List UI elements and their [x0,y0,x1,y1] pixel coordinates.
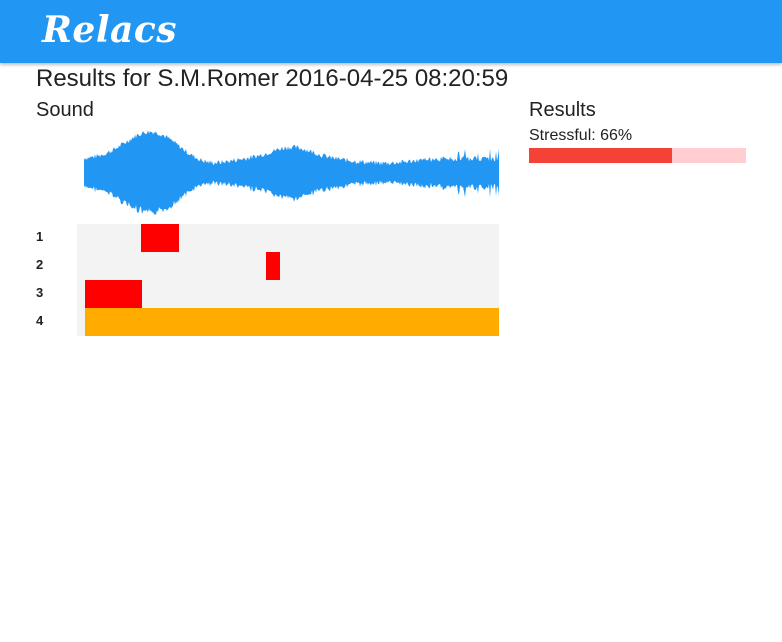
stress-progress-fill [529,148,673,163]
brand-logo[interactable]: Relacs [42,9,178,51]
track-label: 3 [36,285,44,300]
sound-section-title: Sound [36,99,94,121]
track-segment[interactable] [266,252,280,280]
track-lane [77,280,499,308]
track-lane [77,308,499,336]
sound-waveform [84,130,499,215]
track-label: 2 [36,257,44,272]
event-tracks: 1 2 3 4 [36,224,499,336]
track-segment[interactable] [141,224,179,252]
page-title: Results for S.M.Romer 2016-04-25 08:20:5… [36,65,509,92]
waveform-shape [84,130,499,215]
stress-progress-bar [529,148,746,163]
track-row: 4 [36,308,499,336]
track-row: 1 [36,224,499,252]
stress-result-label: Stressful: 66% [529,127,633,144]
top-app-bar: Relacs [0,0,782,63]
track-lane [77,252,499,280]
track-segment[interactable] [85,280,143,308]
track-row: 3 [36,280,499,308]
results-section-title: Results [529,99,596,121]
track-row: 2 [36,252,499,280]
track-lane [77,224,499,252]
track-label: 4 [36,313,44,328]
track-label: 1 [36,229,44,244]
track-segment[interactable] [85,308,499,336]
